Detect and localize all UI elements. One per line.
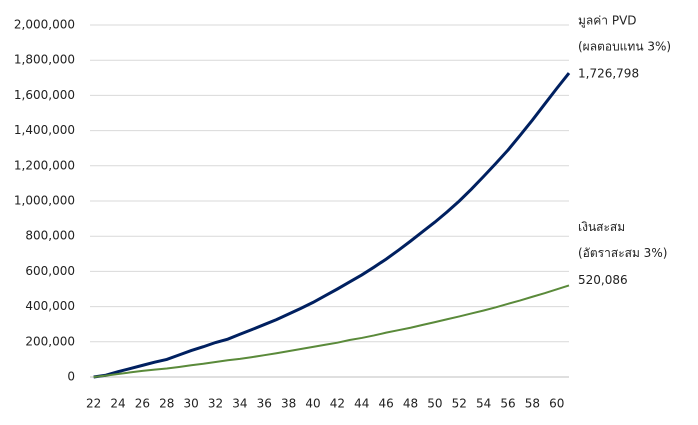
y-tick-label: 200,000 [25, 334, 75, 348]
x-tick-label: 52 [452, 397, 467, 411]
x-tick-label: 58 [525, 397, 540, 411]
x-tick-label: 54 [476, 397, 491, 411]
y-tick-label: 600,000 [25, 264, 75, 278]
x-tick-label: 32 [208, 397, 223, 411]
value-label: 520,086 [578, 273, 628, 287]
y-tick-label: 1,000,000 [14, 194, 75, 208]
x-tick-label: 34 [232, 397, 247, 411]
x-tick-label: 26 [135, 397, 150, 411]
x-tick-label: 46 [379, 397, 394, 411]
value-label: 1,726,798 [578, 67, 639, 81]
x-tick-label: 38 [281, 397, 296, 411]
x-tick-label: 40 [305, 397, 320, 411]
series-note: (อัตราสะสม 3%) [578, 246, 667, 260]
x-tick-label: 30 [184, 397, 199, 411]
x-tick-label: 24 [110, 397, 125, 411]
series-note: (ผลตอบแทน 3%) [578, 40, 671, 54]
y-tick-label: 1,600,000 [14, 88, 75, 102]
x-tick-label: 36 [257, 397, 272, 411]
series-name: เงินสะสม [578, 220, 625, 234]
x-tick-label: 56 [500, 397, 515, 411]
x-tick-label: 28 [159, 397, 174, 411]
x-tick-label: 60 [549, 397, 564, 411]
y-tick-label: 1,200,000 [14, 158, 75, 172]
y-tick-label: 800,000 [25, 229, 75, 243]
series-line [93, 72, 571, 379]
y-tick-label: 1,400,000 [14, 123, 75, 137]
y-tick-label: 400,000 [25, 299, 75, 313]
x-tick-label: 50 [427, 397, 442, 411]
series-name: มูลค่า PVD [578, 14, 637, 29]
x-tick-label: 48 [403, 397, 418, 411]
x-tick-label: 42 [330, 397, 345, 411]
x-tick-label: 44 [354, 397, 369, 411]
y-tick-label: 1,800,000 [14, 53, 75, 67]
series-line [93, 284, 570, 378]
y-tick-label: 0 [67, 370, 75, 384]
y-tick-label: 2,000,000 [14, 18, 75, 32]
x-tick-label: 22 [86, 397, 101, 411]
